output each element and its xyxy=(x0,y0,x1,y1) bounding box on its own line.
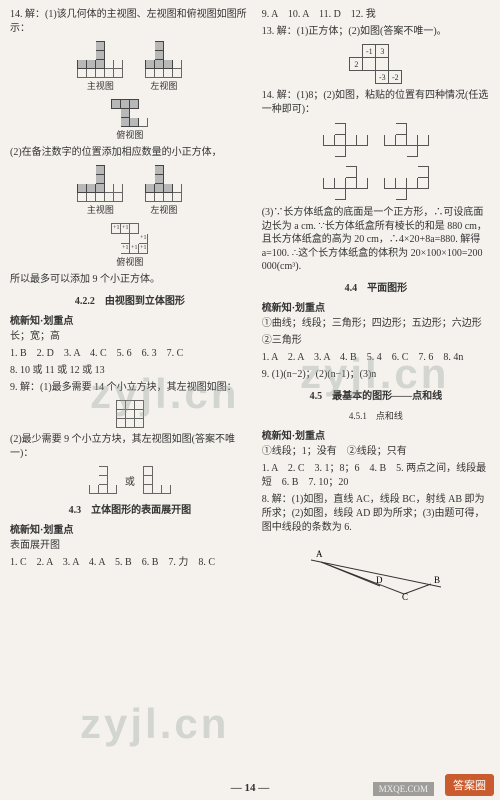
top-view-grid xyxy=(111,99,148,127)
left-view-grid xyxy=(145,41,182,78)
svg-text:D: D xyxy=(376,575,383,585)
left-view-3x3 xyxy=(116,400,144,428)
min-view-b xyxy=(143,466,171,494)
sub-4: 梳新知·划重点 xyxy=(262,427,490,442)
footer-badge: 答案圈 xyxy=(445,774,494,796)
left-view2-grid xyxy=(145,165,182,202)
svg-text:C: C xyxy=(402,592,408,600)
views-row1: 主视图 左视图 xyxy=(10,41,250,92)
footer-url: MXQE.COM xyxy=(373,782,434,796)
min-view-a xyxy=(89,466,117,494)
sub-3: 梳新知·划重点 xyxy=(262,299,490,314)
views-row2: 主视图 左视图 xyxy=(10,165,250,216)
q14-1: 14. 解：(1)该几何体的主视图、左视图和俯视图如图所示： xyxy=(10,8,250,36)
sub-2: 梳新知·划重点 xyxy=(10,521,250,536)
h-45: 4.5 最基本的图形——点和线 xyxy=(262,387,490,402)
unfold-options-2 xyxy=(262,166,490,200)
svg-text:A: A xyxy=(316,549,323,559)
h-44: 4.4 平面图形 xyxy=(262,279,490,294)
main-view2-grid xyxy=(77,165,123,202)
h-422: 4.2.2 由视图到立体图形 xyxy=(10,292,250,307)
main-view-grid xyxy=(77,41,123,78)
q14-2: (2)在备注数字的位置添加相应数量的小正方体， xyxy=(10,146,250,160)
top-view2-grid: +1+1 +1 +1+1+1 xyxy=(111,223,148,254)
unfold-options-1 xyxy=(262,123,490,157)
cube-unfold-nums: -13 2 -3-2 xyxy=(349,44,402,84)
h-451: 4.5.1 点和线 xyxy=(262,409,490,422)
page-number: — 14 — xyxy=(231,782,270,794)
left-column: 14. 解：(1)该几何体的主视图、左视图和俯视图如图所示： 主视图 xyxy=(10,8,250,792)
q14-3: 所以最多可以添加 9 个小正方体。 xyxy=(10,273,250,287)
triangle-diagram: A B C D xyxy=(306,542,446,600)
h-43: 4.3 立体图形的表面展开图 xyxy=(10,501,250,516)
sub-1: 梳新知·划重点 xyxy=(10,312,250,327)
svg-text:B: B xyxy=(434,575,440,585)
right-column: 9. A 10. A 11. D 12. 我 13. 解：(1)正方体；(2)如… xyxy=(262,8,490,792)
